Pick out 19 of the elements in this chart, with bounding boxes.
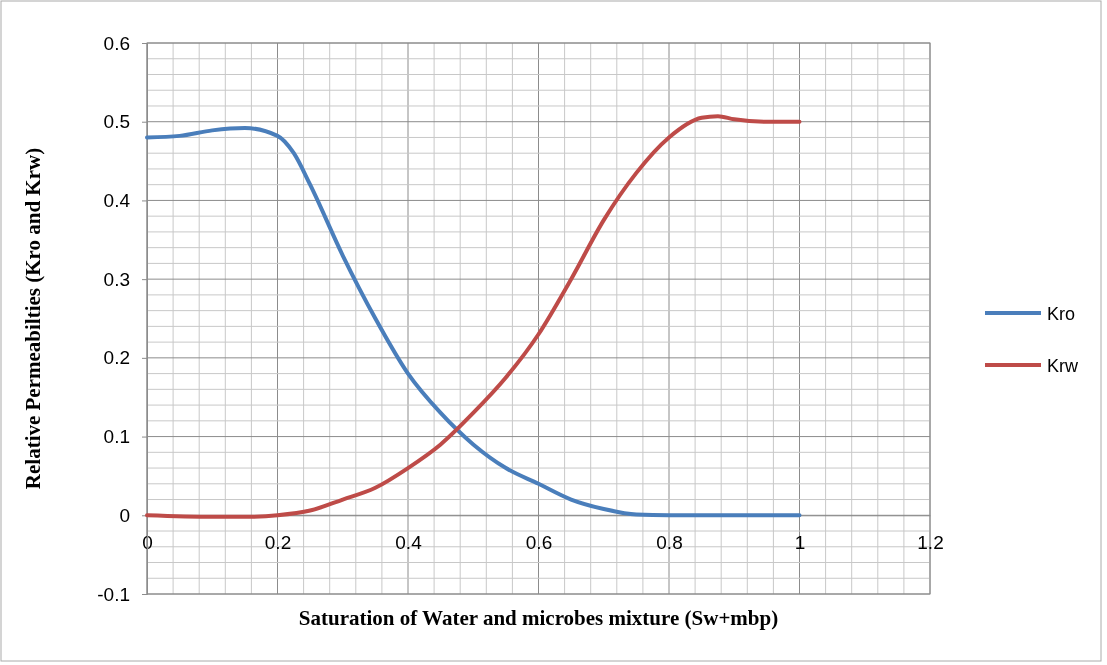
x-tick-label: 0.6 xyxy=(525,531,553,553)
y-tick-label: 0.3 xyxy=(103,268,130,290)
x-tick-label: 1 xyxy=(794,531,806,553)
y-tick-label: 0.1 xyxy=(103,426,130,448)
x-tick-label: 0.2 xyxy=(264,531,292,553)
y-axis-title: Relative Permeabilties (Kro and Krw) xyxy=(21,147,45,490)
legend-label: Krw xyxy=(1047,356,1079,376)
y-tick-label: 0.5 xyxy=(103,111,130,133)
x-axis-title: Saturation of Water and microbes mixture (Sw+mbp) xyxy=(298,606,779,630)
y-tick-label: 0.6 xyxy=(103,32,130,54)
x-tick-label: 0 xyxy=(142,531,153,553)
x-tick-label: 0.8 xyxy=(656,531,683,553)
y-tick-label: 0 xyxy=(119,504,130,526)
x-tick-label: 1.2 xyxy=(917,531,944,553)
y-tick-label: 0.2 xyxy=(103,347,130,369)
y-tick-label: 0.4 xyxy=(103,190,131,212)
y-tick-label: -0.1 xyxy=(97,583,130,605)
legend-label: Kro xyxy=(1047,304,1076,324)
x-tick-label: 0.4 xyxy=(395,531,423,553)
